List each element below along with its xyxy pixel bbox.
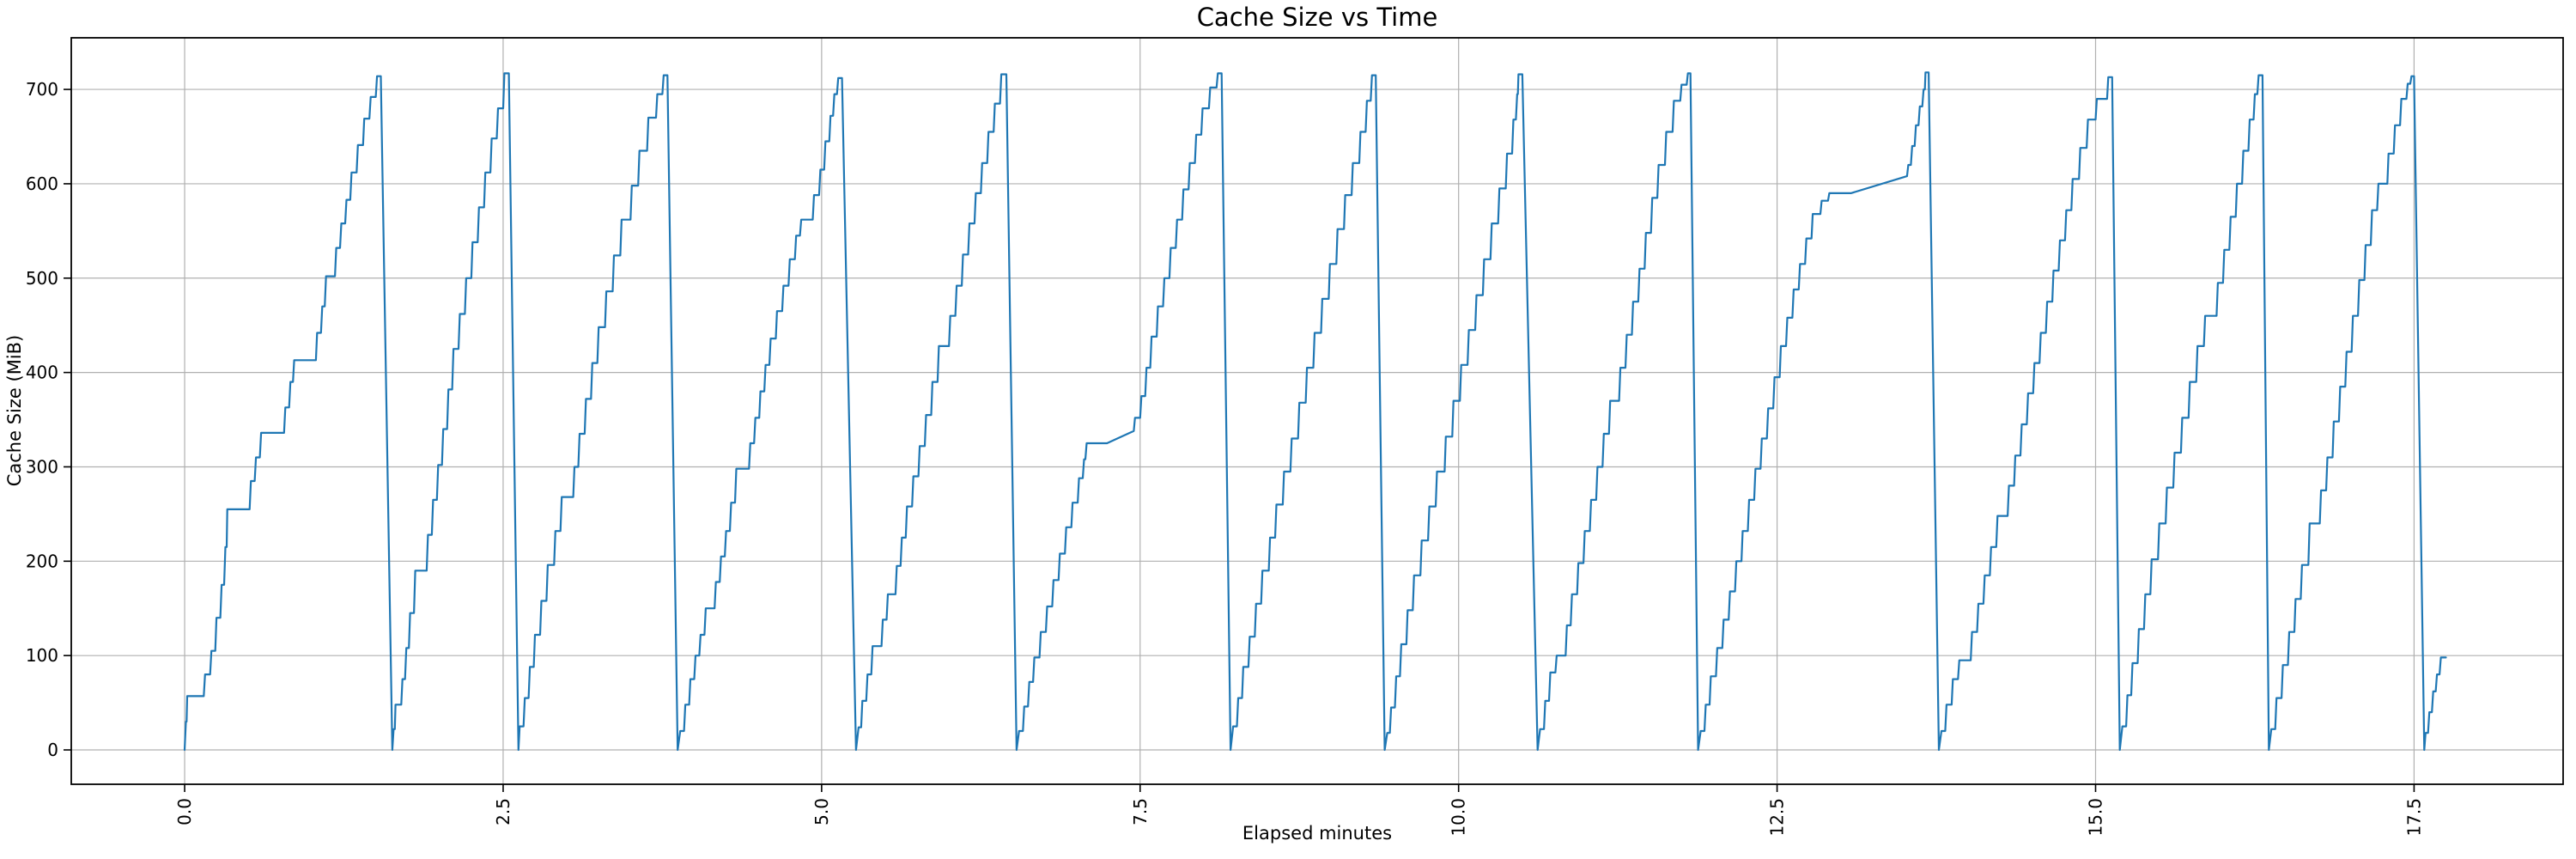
y-tick-label: 400 (26, 362, 58, 383)
y-tick-label: 100 (26, 645, 58, 666)
x-tick-label: 2.5 (493, 798, 513, 825)
y-tick-label: 600 (26, 174, 58, 194)
y-tick-label: 0 (47, 740, 58, 760)
x-tick-label: 17.5 (2403, 798, 2424, 837)
x-tick-label: 5.0 (811, 798, 832, 825)
y-tick-label: 300 (26, 456, 58, 477)
y-tick-label: 700 (26, 79, 58, 100)
y-tick-label: 200 (26, 551, 58, 571)
x-axis-label: Elapsed minutes (1242, 823, 1393, 844)
x-tick-label: 12.5 (1767, 798, 1788, 837)
x-tick-label: 10.0 (1449, 798, 1469, 837)
chart-title: Cache Size vs Time (1196, 3, 1438, 32)
axes-spines (70, 37, 2564, 785)
y-tick-label: 500 (26, 268, 58, 289)
x-tick-label: 7.5 (1130, 798, 1151, 825)
x-tick-label: 15.0 (2086, 798, 2106, 837)
series-line (183, 71, 2447, 752)
x-tick-label: 0.0 (174, 798, 195, 825)
